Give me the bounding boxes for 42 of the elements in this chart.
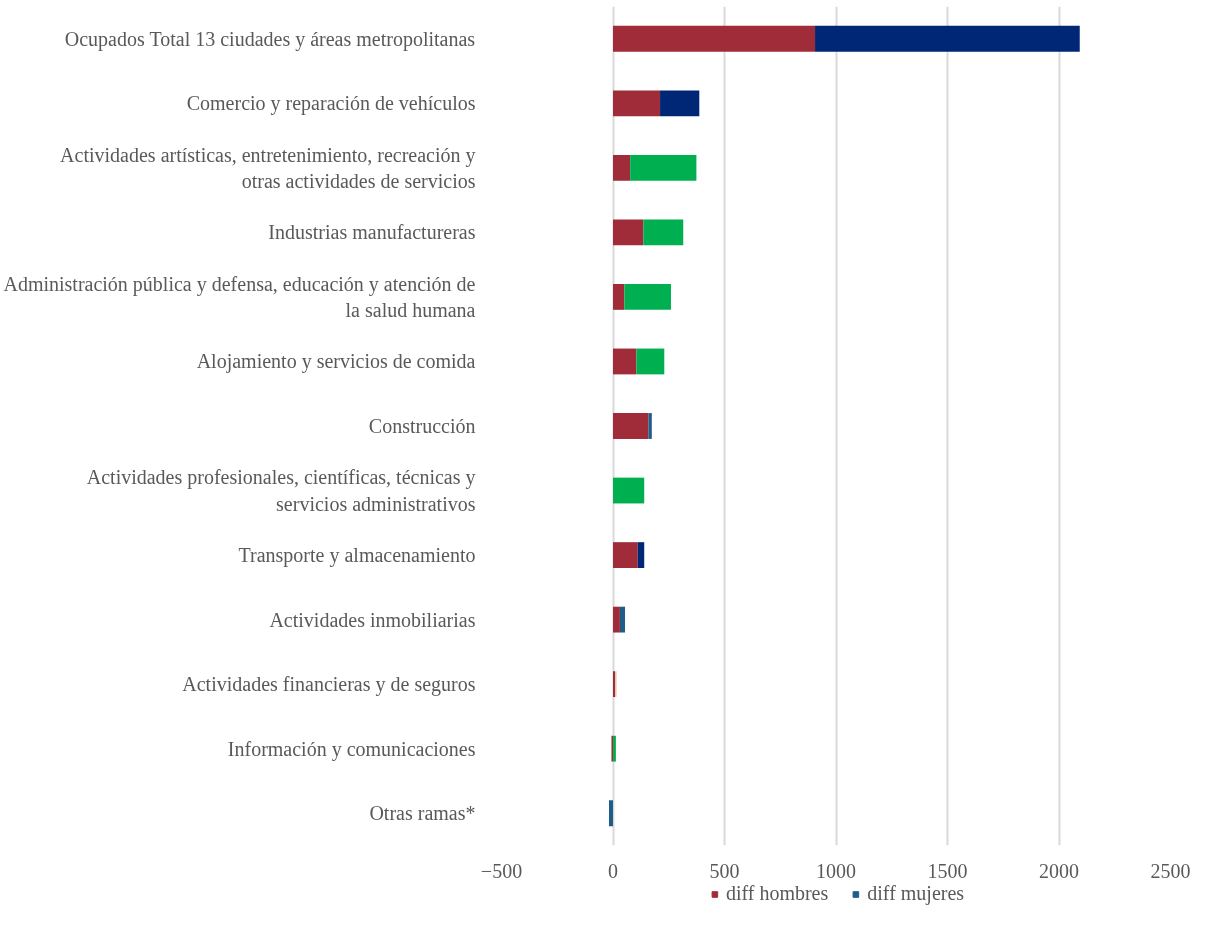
y-tick-label: Industrias manufactureras bbox=[268, 221, 476, 244]
x-tick-label: 0 bbox=[608, 859, 618, 882]
bar bbox=[636, 348, 665, 375]
bar bbox=[613, 154, 631, 181]
y-tick-label: Actividades financieras y de seguros bbox=[182, 673, 476, 697]
x-tick-label: 1500 bbox=[927, 859, 968, 882]
bar bbox=[613, 606, 620, 633]
legend-label: diff hombres bbox=[725, 882, 829, 905]
bar bbox=[815, 25, 1080, 52]
legend-label: diff mujeres bbox=[867, 882, 965, 905]
y-tick-label: Actividades inmobiliarias bbox=[269, 608, 476, 631]
bar bbox=[624, 284, 671, 310]
bar bbox=[613, 219, 644, 246]
bar bbox=[613, 25, 816, 52]
x-tick-label: 500 bbox=[709, 859, 740, 882]
bar bbox=[643, 219, 684, 246]
y-tick-label: Comercio y reparación de vehículos bbox=[186, 92, 476, 116]
bar bbox=[608, 800, 613, 827]
bar bbox=[613, 284, 625, 310]
y-tick-label: Información y comunicaciones bbox=[227, 737, 476, 761]
y-tick-label: Actividades artísticas, entretenimiento, recreación y otras actividades de servicios bbox=[60, 143, 476, 193]
bar bbox=[648, 413, 652, 439]
y-tick-label: Construcción bbox=[368, 415, 476, 437]
x-tick-label: 2000 bbox=[1039, 859, 1079, 882]
y-tick-label: Transporte y almacenamiento bbox=[238, 544, 476, 568]
x-tick-label: −500 bbox=[480, 859, 523, 882]
x-tick-label: 2500 bbox=[1150, 859, 1191, 882]
y-tick-label: Otras ramas* bbox=[369, 802, 476, 825]
bar bbox=[613, 477, 645, 504]
bar bbox=[660, 90, 700, 117]
y-tick-label: Ocupados Total 13 ciudades y áreas metropolitanas bbox=[64, 27, 476, 51]
bar bbox=[613, 542, 638, 568]
bar bbox=[630, 154, 697, 181]
y-tick-label: Actividades profesionales, científicas, técnicas y servicios administrativos bbox=[86, 466, 476, 515]
bar bbox=[619, 606, 626, 633]
bar bbox=[637, 542, 645, 568]
bar bbox=[613, 413, 649, 439]
bar bbox=[613, 90, 661, 117]
bar bbox=[613, 348, 637, 375]
y-tick-label: Alojamiento y servicios de comida bbox=[196, 350, 476, 374]
y-tick-label: Administración pública y defensa, educación y atención de la salud humana bbox=[3, 272, 476, 322]
x-tick-label: 1000 bbox=[816, 859, 856, 882]
